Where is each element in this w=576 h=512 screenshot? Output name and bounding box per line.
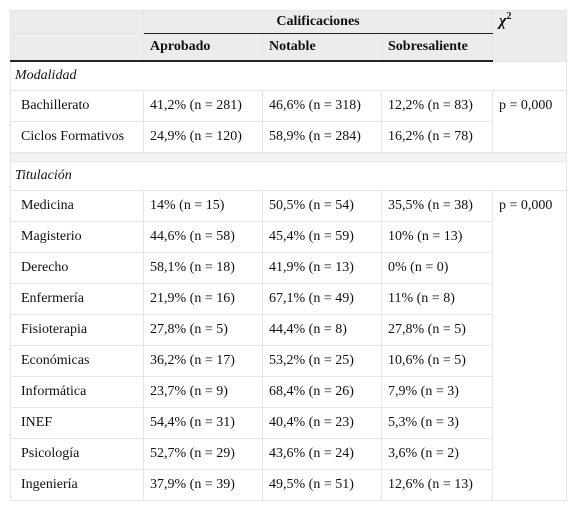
value-cell: 35,5% (n = 38) (380, 190, 494, 222)
row-label: Ciclos Formativos (10, 121, 144, 153)
row-label: INEF (10, 407, 144, 439)
value-cell: 12,6% (n = 13) (380, 469, 494, 501)
value-cell: 23,7% (n = 9) (143, 376, 263, 408)
value-cell: 10,6% (n = 5) (380, 345, 494, 377)
value-cell: 58,9% (n = 284) (262, 121, 382, 153)
data-row: Económicas 36,2% (n = 17) 53,2% (n = 25) 10… (10, 345, 567, 377)
data-row: Fisioterapia 27,8% (n = 5) 44,4% (n = 8) 27… (10, 314, 567, 346)
results-table: Calificaciones χ2 Aprobado Notable Sobresa… (9, 10, 568, 501)
value-cell: 45,4% (n = 59) (262, 221, 382, 253)
value-cell: 37,9% (n = 39) (143, 469, 263, 501)
value-cell: 53,2% (n = 25) (262, 345, 382, 377)
value-cell: 46,6% (n = 318) (262, 90, 382, 122)
value-cell: 27,8% (n = 5) (143, 314, 263, 346)
value-cell: 41,9% (n = 13) (262, 252, 382, 284)
column-header: Sobresaliente (380, 33, 494, 62)
value-cell: 7,9% (n = 3) (380, 376, 494, 408)
value-cell: 3,6% (n = 2) (380, 438, 494, 470)
value-cell: 36,2% (n = 17) (143, 345, 263, 377)
value-cell: 24,9% (n = 120) (143, 121, 263, 153)
p-value: p = 0,000 (492, 90, 568, 153)
table-header: Calificaciones χ2 Aprobado Notable Sobresa… (10, 10, 568, 62)
column-header: Notable (262, 33, 382, 62)
data-row: Psicología 52,7% (n = 29) 43,6% (n = 24) 3,… (10, 438, 567, 470)
value-cell: 58,1% (n = 18) (143, 252, 263, 284)
value-cell: 67,1% (n = 49) (262, 283, 382, 315)
section-row: Modalidad (9, 60, 568, 91)
row-label: Informática (10, 376, 144, 408)
value-cell: 43,6% (n = 24) (262, 438, 382, 470)
value-cell: 49,5% (n = 51) (262, 469, 382, 501)
data-row: Ingeniería 37,9% (n = 39) 49,5% (n = 51) 12… (10, 469, 567, 501)
value-cell: 0% (n = 0) (380, 252, 494, 284)
row-label: Fisioterapia (10, 314, 144, 346)
group-header: Calificaciones (142, 10, 494, 34)
value-cell: 40,4% (n = 23) (262, 407, 382, 439)
value-cell: 10% (n = 13) (380, 221, 494, 253)
row-label: Económicas (10, 345, 144, 377)
value-cell: 52,7% (n = 29) (143, 438, 263, 470)
gap-cell (9, 152, 568, 162)
data-row: Magisterio 44,6% (n = 58) 45,4% (n = 59) 10… (10, 221, 567, 253)
row-label: Enfermería (10, 283, 144, 315)
table-body: Modalidad Bachillerato 41,2% (n = 281) 46,6… (9, 60, 568, 501)
p-value: p = 0,000 (492, 190, 568, 501)
data-row: Ciclos Formativos 24,9% (n = 120) 58,9% (n… (10, 121, 567, 153)
value-cell: 41,2% (n = 281) (143, 90, 263, 122)
value-cell: 44,4% (n = 8) (262, 314, 382, 346)
section-title: Modalidad (9, 60, 568, 91)
data-row: Enfermería 21,9% (n = 16) 67,1% (n = 49) 11… (10, 283, 567, 315)
value-cell: 12,2% (n = 83) (380, 90, 494, 122)
row-label: Magisterio (10, 221, 144, 253)
value-cell: 27,8% (n = 5) (380, 314, 494, 346)
value-cell: 16,2% (n = 78) (380, 121, 494, 153)
data-row: Medicina 14% (n = 15) 50,5% (n = 54) 35,5% … (10, 190, 568, 501)
header-cell (10, 33, 144, 62)
row-label: Psicología (10, 438, 144, 470)
row-label: Medicina (10, 190, 144, 222)
value-cell: 50,5% (n = 54) (262, 190, 382, 222)
gap-row (9, 152, 568, 162)
data-row: INEF 54,4% (n = 31) 40,4% (n = 23) 5,3% (n … (10, 407, 567, 439)
row-label: Bachillerato (10, 90, 144, 122)
chi-exponent: 2 (506, 11, 512, 22)
column-header: Aprobado (143, 33, 263, 62)
header-row: Calificaciones χ2 (10, 10, 568, 62)
row-label: Ingeniería (10, 469, 144, 501)
header-cell (10, 10, 144, 34)
value-cell: 14% (n = 15) (143, 190, 263, 222)
chi-header: χ2 (492, 10, 568, 62)
value-cell: 5,3% (n = 3) (380, 407, 494, 439)
value-cell: 44,6% (n = 58) (143, 221, 263, 253)
section-title: Titulación (9, 161, 568, 191)
value-cell: 21,9% (n = 16) (143, 283, 263, 315)
value-cell: 68,4% (n = 26) (262, 376, 382, 408)
value-cell: 11% (n = 8) (380, 283, 494, 315)
value-cell: 54,4% (n = 31) (143, 407, 263, 439)
data-row: Informática 23,7% (n = 9) 68,4% (n = 26) 7,… (10, 376, 567, 408)
header-row: Aprobado Notable Sobresaliente (10, 33, 567, 62)
data-row: Derecho 58,1% (n = 18) 41,9% (n = 13) 0% (n… (10, 252, 567, 284)
section-row: Titulación (9, 161, 568, 191)
row-label: Derecho (10, 252, 144, 284)
chi-symbol: χ (499, 12, 507, 30)
data-row: Bachillerato 41,2% (n = 281) 46,6% (n = 31… (10, 90, 568, 153)
